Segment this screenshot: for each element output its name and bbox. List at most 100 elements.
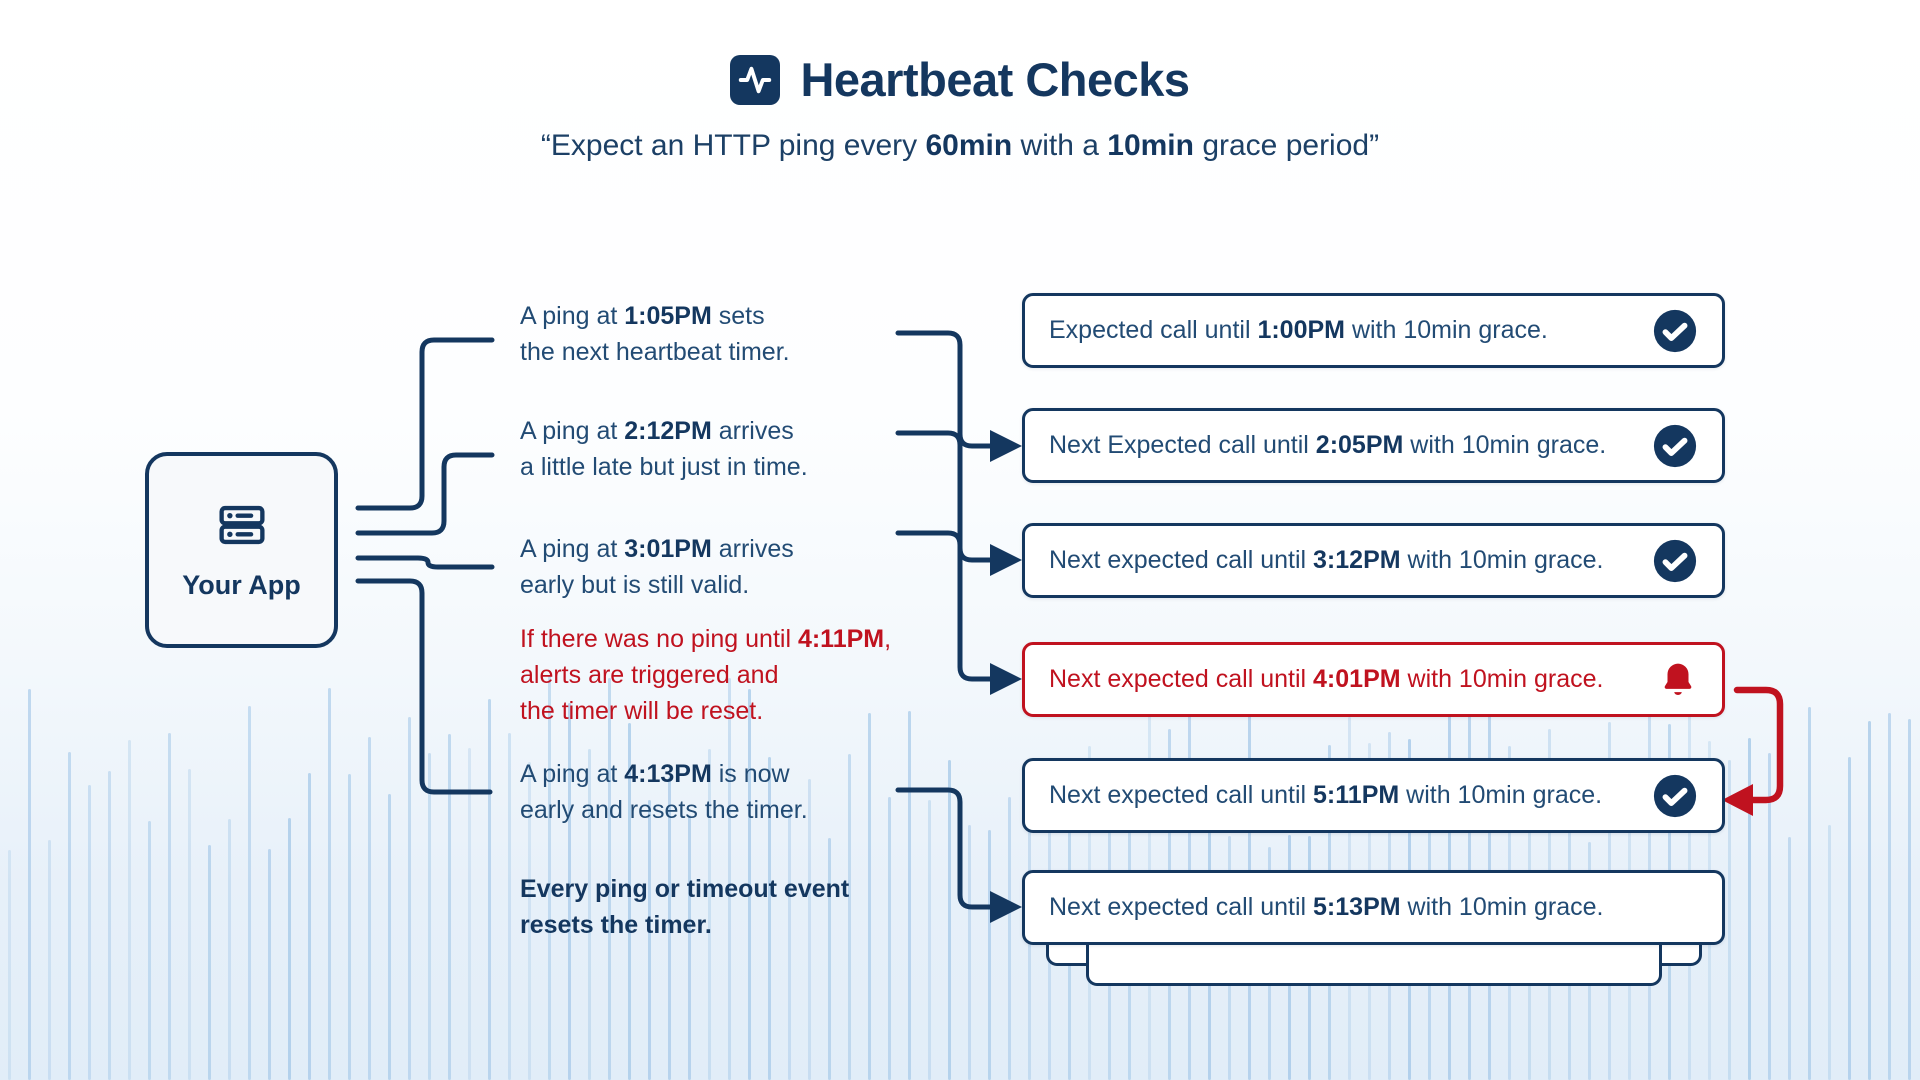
waveform-bar [548, 675, 551, 1080]
note-ping-212: A ping at 2:12PM arrives a little late bu… [520, 413, 960, 485]
red-loop-shaft [1733, 686, 1784, 804]
annotation-line: Every ping or timeout event [520, 875, 850, 903]
waveform-bar [708, 749, 711, 1080]
page-subtitle: “Expect an HTTP ping every 60min with a … [540, 129, 1380, 162]
arrow-shaft-3 [895, 530, 995, 682]
flow-arrowheads [990, 430, 1022, 923]
annotation-line: A ping at 4:13PM is now [520, 760, 790, 788]
card-expected-511pm: Next expected call until 5:11PM with 10m… [1022, 758, 1725, 833]
waveform-bar [948, 760, 951, 1080]
waveform-bar [408, 717, 411, 1080]
waveform-bar [48, 840, 51, 1080]
waveform-bar [508, 733, 511, 1080]
fan-line-2 [355, 452, 495, 536]
card-expected-100pm: Expected call until 1:00PM with 10min gr… [1022, 293, 1725, 368]
annotation-line: early and resets the timer. [520, 796, 808, 824]
note-timeout-411: If there was no ping until 4:11PM, alerts… [520, 621, 960, 729]
waveform-bar [1828, 825, 1831, 1080]
waveform-bar [848, 754, 851, 1080]
title-row: Heartbeat Checks [0, 52, 1920, 107]
waveform-bar [148, 821, 151, 1080]
check-circle-icon [1652, 308, 1698, 354]
waveform-bar [168, 733, 171, 1080]
annotation-line: If there was no ping until 4:11PM, [520, 625, 892, 653]
note-ping-301: A ping at 3:01PM arrives early but is sti… [520, 531, 960, 603]
waveform-bar [1748, 738, 1751, 1080]
waveform-bar [1028, 830, 1031, 1080]
fan-line-1 [355, 337, 495, 511]
app-fanout-lines [355, 337, 495, 795]
card-text: Next expected call until 5:13PM with 10m… [1049, 893, 1604, 921]
arrowhead-4 [990, 891, 1022, 923]
annotation-line: the next heartbeat timer. [520, 338, 790, 366]
fan-line-3 [355, 555, 495, 570]
waveform-bar [568, 703, 571, 1080]
waveform-bar [1908, 719, 1911, 1080]
annotation-line: the timer will be reset. [520, 697, 764, 725]
waveform-bar [528, 762, 531, 1080]
waveform-bar [88, 785, 91, 1080]
check-circle-icon [1652, 423, 1698, 469]
red-loop-arrow [1733, 686, 1784, 804]
waveform-bar [908, 711, 911, 1080]
waveform-bar [388, 794, 391, 1080]
card-expected-312pm: Next expected call until 3:12PM with 10m… [1022, 523, 1725, 598]
waveform-bar [608, 678, 611, 1080]
arrow-shaft-2 [895, 430, 995, 563]
flow-arrows [895, 330, 995, 910]
header: Heartbeat Checks “Expect an HTTP ping ev… [0, 52, 1920, 163]
waveform-bar [308, 773, 311, 1080]
waveform-bar [468, 748, 471, 1080]
waveform-bar [628, 723, 631, 1080]
note-ping-413: A ping at 4:13PM is now early and resets … [520, 756, 960, 828]
card-expected-513pm: Next expected call until 5:13PM with 10m… [1022, 870, 1725, 945]
annotation-line: A ping at 2:12PM arrives [520, 417, 794, 445]
waveform-bar [868, 713, 871, 1080]
server-icon [216, 499, 268, 556]
waveform-bar [1808, 707, 1811, 1080]
card-text: Next expected call until 5:11PM with 10m… [1049, 781, 1603, 809]
waveform-bar [8, 850, 11, 1080]
annotation-line: resets the timer. [520, 911, 712, 939]
waveform-bar [988, 830, 991, 1080]
card-text: Expected call until 1:00PM with 10min gr… [1049, 316, 1548, 344]
waveform-bar [368, 737, 371, 1080]
your-app-node: Your App [145, 452, 338, 648]
waveform-bar [768, 757, 771, 1080]
waveform-bar [1728, 760, 1731, 1080]
waveform-bar [248, 706, 251, 1080]
waveform-bar [588, 749, 591, 1080]
waveform-bar [828, 838, 831, 1080]
waveform-bar [288, 818, 291, 1080]
your-app-label: Your App [182, 570, 301, 600]
waveform-bar [1768, 753, 1771, 1080]
heartbeat-activity-icon [730, 54, 781, 105]
waveform-bar [808, 779, 811, 1080]
waveform-bar [648, 800, 651, 1080]
arrow-shaft-1 [895, 330, 995, 449]
waveform-bar [748, 689, 751, 1080]
annotation-line: alerts are triggered and [520, 661, 779, 689]
annotation-line: A ping at 1:05PM sets [520, 302, 765, 330]
check-circle-icon [1652, 773, 1698, 819]
waveform-bar [448, 734, 451, 1080]
waveform-bar [268, 849, 271, 1080]
waveform-bar [788, 809, 791, 1080]
waveform-bar [1788, 837, 1791, 1080]
waveform-bar [68, 752, 71, 1080]
waveform-bar [728, 678, 731, 1080]
waveform-bar [108, 771, 111, 1080]
card-expected-205pm: Next Expected call until 2:05PM with 10m… [1022, 408, 1725, 483]
waveform-bar [188, 769, 191, 1080]
waveform-bar [1848, 757, 1851, 1080]
card-text: Next Expected call until 2:05PM with 10m… [1049, 431, 1607, 459]
waveform-bar [28, 689, 31, 1080]
waveform-bar [128, 740, 131, 1080]
arrow-shaft-4 [895, 787, 995, 910]
waveform-bar [348, 774, 351, 1080]
waveform-bar [968, 825, 971, 1080]
red-loop-arrowhead [1722, 784, 1753, 816]
waveform-bar [688, 815, 691, 1080]
waveform-bar [428, 753, 431, 1080]
